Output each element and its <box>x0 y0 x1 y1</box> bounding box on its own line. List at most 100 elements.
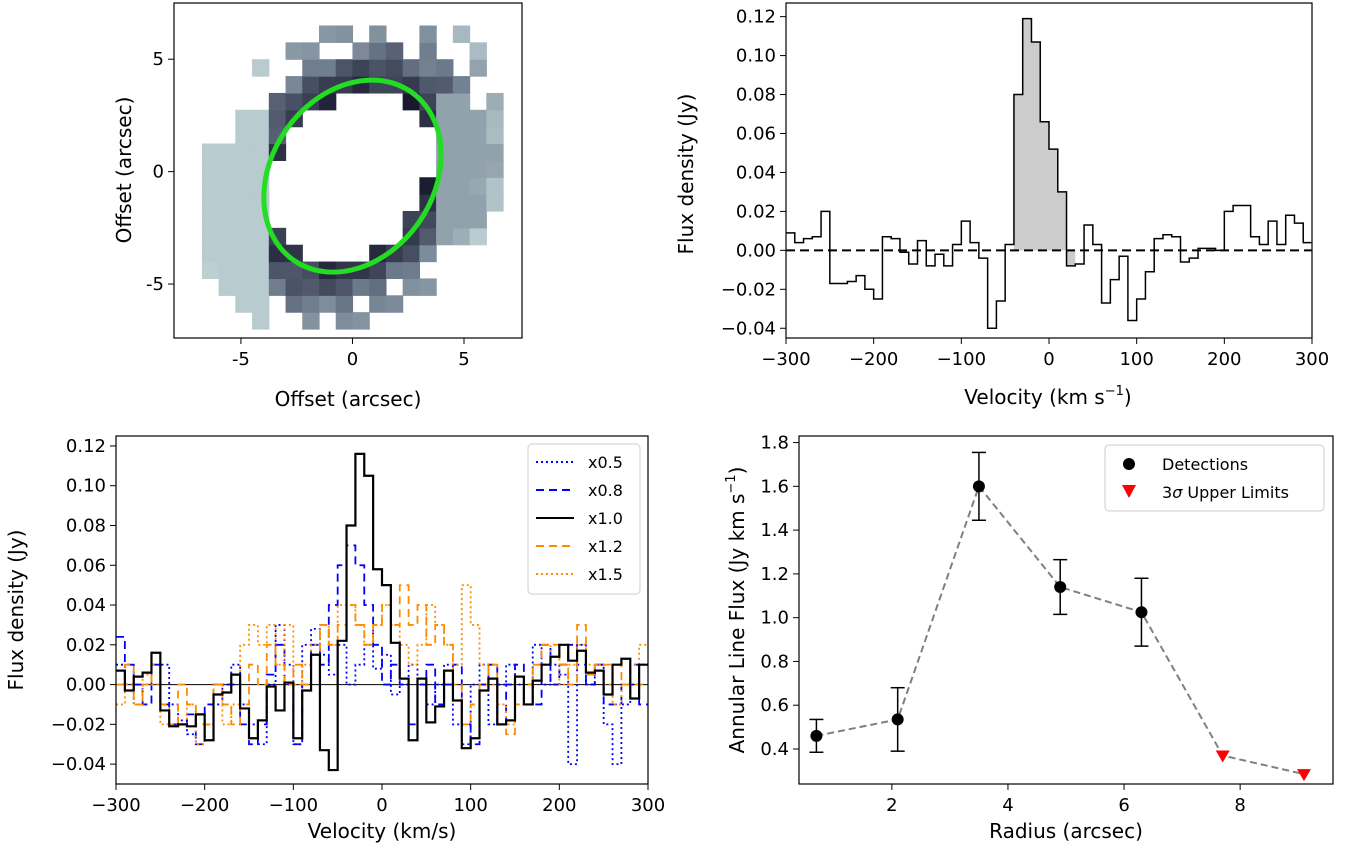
map-pixel <box>218 244 236 263</box>
legend-upper-limit-marker <box>1122 485 1136 498</box>
map-pixel <box>302 42 320 60</box>
map-pixel <box>201 244 220 263</box>
map-pixel <box>235 160 253 178</box>
spectrum-step <box>786 17 1312 330</box>
map-pixel <box>235 194 253 212</box>
legend-detection-marker <box>1123 458 1135 470</box>
map-pixel <box>452 160 471 178</box>
spectrum-ytick-label: 0.02 <box>736 201 776 222</box>
map-pixel <box>268 92 287 111</box>
upper-limit-point <box>1215 750 1230 763</box>
map-xtick-label: 0 <box>347 349 358 370</box>
aperture-xtick-label: 200 <box>542 795 576 816</box>
map-pixel <box>469 227 487 246</box>
map-pixel <box>419 278 437 296</box>
map-pixel <box>419 76 437 94</box>
map-frame <box>173 2 523 339</box>
aperture-ylabel: Flux density (Jy) <box>4 530 28 691</box>
map-pixel <box>218 210 236 229</box>
map-pixel <box>369 295 387 313</box>
map-pixel <box>369 261 387 280</box>
map-pixel <box>452 194 471 212</box>
radial-ylabel: Annular Line Flux (Jy km s−1) <box>724 467 749 754</box>
map-pixel <box>419 59 437 77</box>
radial-xtick-label: 2 <box>886 795 897 816</box>
map-xtick-label: 5 <box>458 349 469 370</box>
map-pixel <box>235 126 253 145</box>
radial-markers <box>809 451 1311 782</box>
map-pixel <box>385 261 404 280</box>
legend-label-x1.0: x1.0 <box>588 509 623 528</box>
map-pixel <box>452 109 471 128</box>
radial-ticks: 2 4 6 8 0.4 0.6 0.8 1.0 1.2 1.4 1.6 1.8 <box>760 433 1245 816</box>
map-pixel <box>235 177 253 195</box>
aperture-xtick-label: −100 <box>269 795 318 816</box>
map-pixel <box>268 278 287 296</box>
panel-aperture-spectra: −300 −200 −100 0 100 200 300 −0.04 −0.02 0.00 0.02… <box>4 435 665 843</box>
map-pixel <box>402 261 420 280</box>
panel-spectrum: −300 −200 −100 0 100 200 300 −0.04 −0.02 0.00 0.02… <box>674 2 1329 409</box>
radial-ytick-label: 1.0 <box>760 608 789 629</box>
map-pixel <box>469 177 487 195</box>
legend-detections-label: Detections <box>1162 455 1248 474</box>
map-pixel <box>252 143 270 161</box>
map-pixel <box>268 261 287 280</box>
spectrum-ylabel: Flux density (Jy) <box>674 94 698 255</box>
spectrum-ticks: −300 −200 −100 0 100 200 300 −0.04 −0.02 0.00 0.02… <box>721 7 1329 370</box>
spectrum-xtick-label: 0 <box>1043 349 1054 370</box>
map-pixel <box>469 194 487 212</box>
map-pixel <box>469 109 487 128</box>
map-pixels <box>201 25 504 330</box>
spectrum-ytick-label: 0.08 <box>736 85 776 106</box>
map-pixel <box>201 227 220 246</box>
map-pixel <box>235 227 253 246</box>
map-pixel <box>335 278 354 296</box>
radial-legend-box <box>1104 444 1325 512</box>
map-pixel <box>319 295 337 313</box>
aperture-ytick-label: 0.00 <box>66 675 106 696</box>
map-pixel <box>218 143 236 161</box>
map-pixel <box>419 177 437 195</box>
map-pixel <box>352 42 370 60</box>
map-pixel <box>302 295 320 313</box>
map-pixel <box>436 59 454 77</box>
map-pixel <box>369 42 387 60</box>
legend-label-x0.8: x0.8 <box>588 481 623 500</box>
map-pixel <box>469 160 487 178</box>
map-pixel <box>486 109 504 128</box>
fit-ellipse <box>261 77 444 275</box>
aperture-ytick-label: 0.02 <box>66 635 106 656</box>
map-pixel <box>218 194 236 212</box>
map-pixel <box>252 312 270 330</box>
aperture-ytick-label: 0.08 <box>66 515 106 536</box>
map-pixel <box>419 227 437 246</box>
series-x1.2 <box>116 584 648 736</box>
map-pixel <box>285 92 303 111</box>
map-ticks: -5 0 5 -5 0 5 <box>146 49 470 370</box>
map-pixel <box>252 59 270 77</box>
detection-point <box>972 480 985 493</box>
map-pixel <box>419 244 437 263</box>
map-pixel <box>218 227 236 246</box>
aperture-xtick-label: 100 <box>453 795 487 816</box>
map-pixel <box>436 177 454 195</box>
map-pixel <box>252 261 270 280</box>
spectrum-ytick-label: 0.10 <box>736 46 776 67</box>
map-pixel <box>302 278 320 296</box>
spectrum-xtick-label: 300 <box>1295 349 1329 370</box>
map-pixel <box>302 76 320 94</box>
map-pixel <box>201 143 220 161</box>
series-x0.8 <box>116 544 648 746</box>
radial-xlabel: Radius (arcsec) <box>989 819 1143 843</box>
map-pixel <box>235 109 253 128</box>
map-pixel <box>452 25 471 43</box>
map-pixel <box>436 227 454 246</box>
aperture-ytick-label: 0.10 <box>66 476 106 497</box>
spectrum-xtick-label: −200 <box>849 349 898 370</box>
map-pixel <box>335 295 354 313</box>
map-pixel <box>402 59 420 77</box>
map-pixel <box>452 76 471 94</box>
map-pixel <box>369 25 387 43</box>
spectrum-xtick-label: 200 <box>1207 349 1241 370</box>
